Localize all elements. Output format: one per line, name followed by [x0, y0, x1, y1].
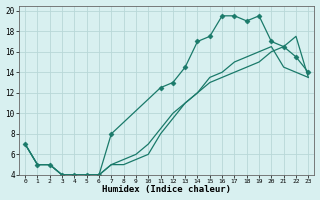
X-axis label: Humidex (Indice chaleur): Humidex (Indice chaleur)	[102, 185, 231, 194]
